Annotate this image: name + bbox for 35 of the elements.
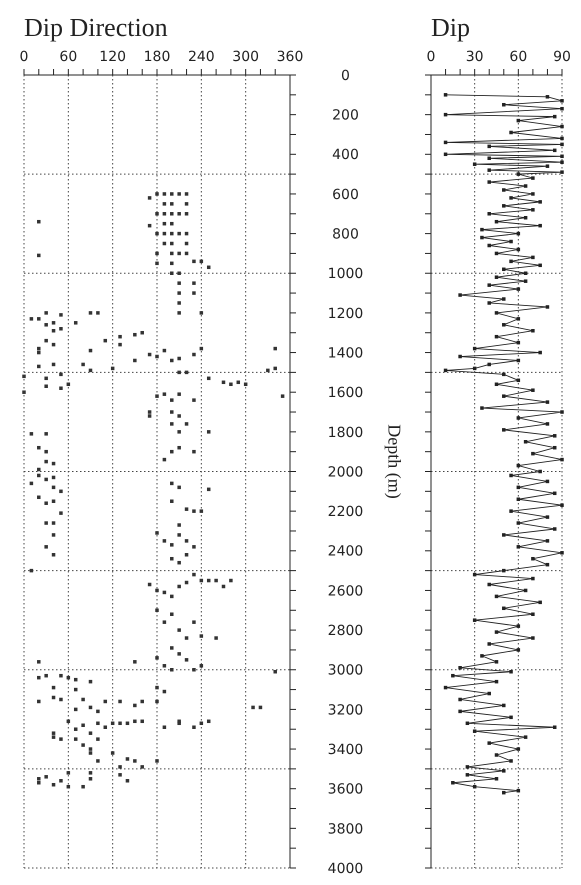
- y-tick-label: 1400: [328, 345, 364, 362]
- x-tick-label: 60: [509, 49, 528, 65]
- x-tick-label: 90: [553, 49, 571, 65]
- y-tick-label: 3200: [328, 702, 364, 718]
- y-tick-label: 1000: [328, 266, 364, 282]
- y-tick-label: 1600: [328, 385, 364, 402]
- y-tick-label: 2200: [328, 504, 364, 520]
- x-tick-label: 180: [144, 49, 170, 65]
- x-tick-label: 30: [466, 49, 484, 65]
- y-tick-label: 3800: [328, 821, 364, 838]
- x-tick-label: 360: [276, 49, 304, 65]
- y-tick-label: 800: [332, 226, 359, 242]
- x-tick-label: 120: [99, 49, 126, 65]
- y-tick-label: 4000: [328, 860, 364, 877]
- y-tick-label: 3000: [328, 662, 364, 679]
- y-tick-label: 2600: [328, 583, 364, 600]
- chart-title: Dip Direction: [24, 13, 168, 42]
- y-tick-label: 2800: [328, 623, 364, 639]
- y-tick-label: 3400: [328, 742, 364, 758]
- y-tick-label: 0: [341, 68, 350, 84]
- y-tick-label: 600: [332, 186, 359, 203]
- y-tick-label: 200: [332, 108, 359, 124]
- chart-title: Dip: [431, 13, 470, 42]
- x-tick-label: 60: [59, 49, 78, 65]
- y-tick-label: 1200: [328, 306, 364, 322]
- x-tick-label: 0: [20, 49, 28, 65]
- y-tick-label: 2000: [328, 464, 364, 480]
- y-tick-label: 2400: [328, 544, 364, 560]
- y-axis-title: Depth (m): [384, 424, 404, 499]
- x-tick-label: 0: [426, 49, 436, 65]
- x-tick-label: 300: [232, 49, 260, 65]
- y-tick-label: 400: [332, 147, 359, 164]
- y-tick-label: 1800: [328, 424, 364, 441]
- x-tick-label: 240: [188, 49, 215, 65]
- y-tick-label: 3600: [328, 782, 364, 798]
